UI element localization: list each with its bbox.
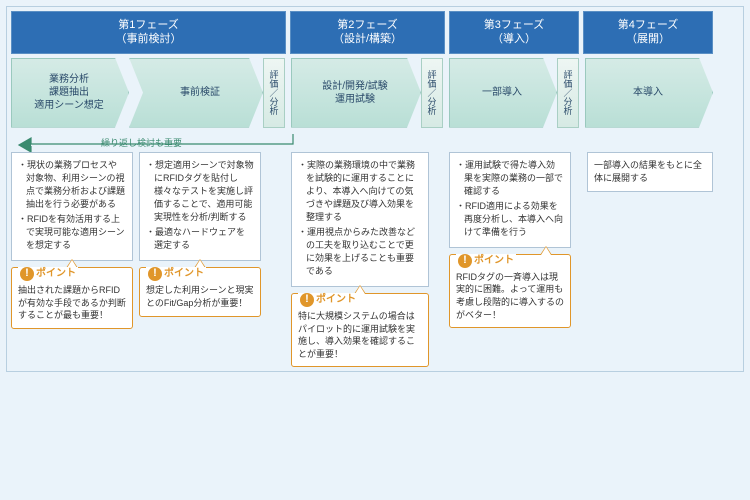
desc-5: 一部導入の結果をもとに全体に展開する bbox=[587, 152, 713, 192]
step-1-analysis: 業務分析 課題抽出 適用シーン想定 bbox=[11, 58, 129, 128]
step-3-design: 設計/開発/試験 運用試験 bbox=[291, 58, 421, 128]
step-5-full: 本導入 bbox=[585, 58, 713, 128]
phase-1-subtitle: （事前検討） bbox=[116, 33, 182, 45]
phase-2-subtitle: （設計/構築） bbox=[333, 33, 402, 45]
phase-1-title: 第1フェーズ bbox=[118, 19, 179, 31]
point-1-label: !ポイント bbox=[18, 267, 78, 281]
desc-1-item-b: RFIDを有効活用する上で実現可能な適用シーンを想定する bbox=[18, 213, 126, 252]
desc-4-item-a: 運用試験で得た導入効果を実際の業務の一部で確認する bbox=[456, 159, 564, 198]
descriptions-row: 現状の業務プロセスや対象物、利用シーンの視点で業務分析および課題抽出を行う必要が… bbox=[11, 152, 739, 368]
eval-2-label: 評価／分析 bbox=[426, 70, 439, 115]
step-5-label: 本導入 bbox=[633, 86, 663, 99]
exclaim-icon: ! bbox=[300, 293, 314, 307]
phase-3-title: 第3フェーズ bbox=[484, 19, 545, 31]
point-1-text: 抽出された課題からRFIDが有効な手段であるか判断することが最も重要！ bbox=[18, 285, 126, 320]
eval-1-label: 評価／分析 bbox=[268, 70, 281, 115]
steps-row: 業務分析 課題抽出 適用シーン想定 事前検証 評価／分析 設計/開発/試験 運用… bbox=[11, 58, 739, 128]
step-4-partial: 一部導入 bbox=[449, 58, 557, 128]
desc-3-item-b: 運用視点からみた改善などの工夫を取り込むことで更に効果を上げることも重要である bbox=[298, 226, 422, 278]
col-2: 想定適用シーンで対象物にRFIDタグを貼付し様々なテストを実施し評価することで、… bbox=[139, 152, 261, 317]
point-label-text: ポイント bbox=[164, 267, 204, 281]
phase-3-header: 第3フェーズ （導入） bbox=[449, 11, 579, 54]
point-1: !ポイント 抽出された課題からRFIDが有効な手段であるか判断することが最も重要… bbox=[11, 267, 133, 329]
exclaim-icon: ! bbox=[458, 254, 472, 268]
phase-4-subtitle: （展開） bbox=[626, 33, 670, 45]
exclaim-icon: ! bbox=[20, 267, 34, 281]
point-label-text: ポイント bbox=[474, 254, 514, 268]
point-label-text: ポイント bbox=[36, 267, 76, 281]
phase-2-header: 第2フェーズ （設計/構築） bbox=[290, 11, 445, 54]
desc-2-item-b: 最適なハードウェアを選定する bbox=[146, 226, 254, 252]
desc-4: 運用試験で得た導入効果を実際の業務の一部で確認する RFID適用による効果を再度… bbox=[449, 152, 571, 248]
desc-5-text: 一部導入の結果をもとに全体に展開する bbox=[594, 160, 702, 183]
point-label-text: ポイント bbox=[316, 293, 356, 307]
phase-2-title: 第2フェーズ bbox=[337, 19, 398, 31]
point-2-text: 想定した利用シーンと現実とのFit/Gap分析が重要！ bbox=[146, 285, 254, 308]
eval-3: 評価／分析 bbox=[557, 58, 579, 128]
desc-4-item-b: RFID適用による効果を再度分析し、本導入へ向けて準備を行う bbox=[456, 200, 564, 239]
phase-4-title: 第4フェーズ bbox=[618, 19, 679, 31]
point-3-text: 特に大規模システムの場合はパイロット的に運用試験を実施し、導入効果を確認すること… bbox=[298, 311, 415, 359]
desc-2: 想定適用シーンで対象物にRFIDタグを貼付し様々なテストを実施し評価することで、… bbox=[139, 152, 261, 261]
repeat-label: 繰り返し検討も重要 bbox=[101, 136, 182, 149]
col-1: 現状の業務プロセスや対象物、利用シーンの視点で業務分析および課題抽出を行う必要が… bbox=[11, 152, 133, 329]
point-4-label: !ポイント bbox=[456, 254, 516, 268]
point-4: !ポイント RFIDタグの一斉導入は現実的に困難。よって運用も考慮し段階的に導入… bbox=[449, 254, 571, 328]
desc-2-item-a: 想定適用シーンで対象物にRFIDタグを貼付し様々なテストを実施し評価することで、… bbox=[146, 159, 254, 224]
step-3-label: 設計/開発/試験 運用試験 bbox=[322, 80, 388, 106]
eval-1: 評価／分析 bbox=[263, 58, 285, 128]
col-3: 実際の業務環境の中で業務を試験的に運用することにより、本導入へ向けての気づきや課… bbox=[291, 152, 429, 368]
phase-headers-row: 第1フェーズ （事前検討） 第2フェーズ （設計/構築） 第3フェーズ （導入）… bbox=[11, 11, 739, 54]
point-4-text: RFIDタグの一斉導入は現実的に困難。よって運用も考慮し段階的に導入するのがベタ… bbox=[456, 272, 564, 320]
eval-2: 評価／分析 bbox=[421, 58, 443, 128]
exclaim-icon: ! bbox=[148, 267, 162, 281]
step-4-label: 一部導入 bbox=[482, 86, 522, 99]
point-3: !ポイント 特に大規模システムの場合はパイロット的に運用試験を実施し、導入効果を… bbox=[291, 293, 429, 367]
col-5: 一部導入の結果をもとに全体に展開する bbox=[587, 152, 713, 192]
desc-1-item-a: 現状の業務プロセスや対象物、利用シーンの視点で業務分析および課題抽出を行う必要が… bbox=[18, 159, 126, 211]
point-3-label: !ポイント bbox=[298, 293, 358, 307]
desc-3-item-a: 実際の業務環境の中で業務を試験的に運用することにより、本導入へ向けての気づきや課… bbox=[298, 159, 422, 224]
desc-1: 現状の業務プロセスや対象物、利用シーンの視点で業務分析および課題抽出を行う必要が… bbox=[11, 152, 133, 261]
phase-3-subtitle: （導入） bbox=[492, 33, 536, 45]
flow-diagram: 第1フェーズ （事前検討） 第2フェーズ （設計/構築） 第3フェーズ （導入）… bbox=[6, 6, 744, 372]
phase-4-header: 第4フェーズ （展開） bbox=[583, 11, 713, 54]
step-2-preverify: 事前検証 bbox=[129, 58, 263, 128]
step-1-label: 業務分析 課題抽出 適用シーン想定 bbox=[34, 73, 104, 112]
point-2: !ポイント 想定した利用シーンと現実とのFit/Gap分析が重要！ bbox=[139, 267, 261, 317]
col-4: 運用試験で得た導入効果を実際の業務の一部で確認する RFID適用による効果を再度… bbox=[449, 152, 571, 329]
phase-1-header: 第1フェーズ （事前検討） bbox=[11, 11, 286, 54]
eval-3-label: 評価／分析 bbox=[562, 70, 575, 115]
step-2-label: 事前検証 bbox=[180, 86, 220, 99]
point-2-label: !ポイント bbox=[146, 267, 206, 281]
desc-3: 実際の業務環境の中で業務を試験的に運用することにより、本導入へ向けての気づきや課… bbox=[291, 152, 429, 287]
